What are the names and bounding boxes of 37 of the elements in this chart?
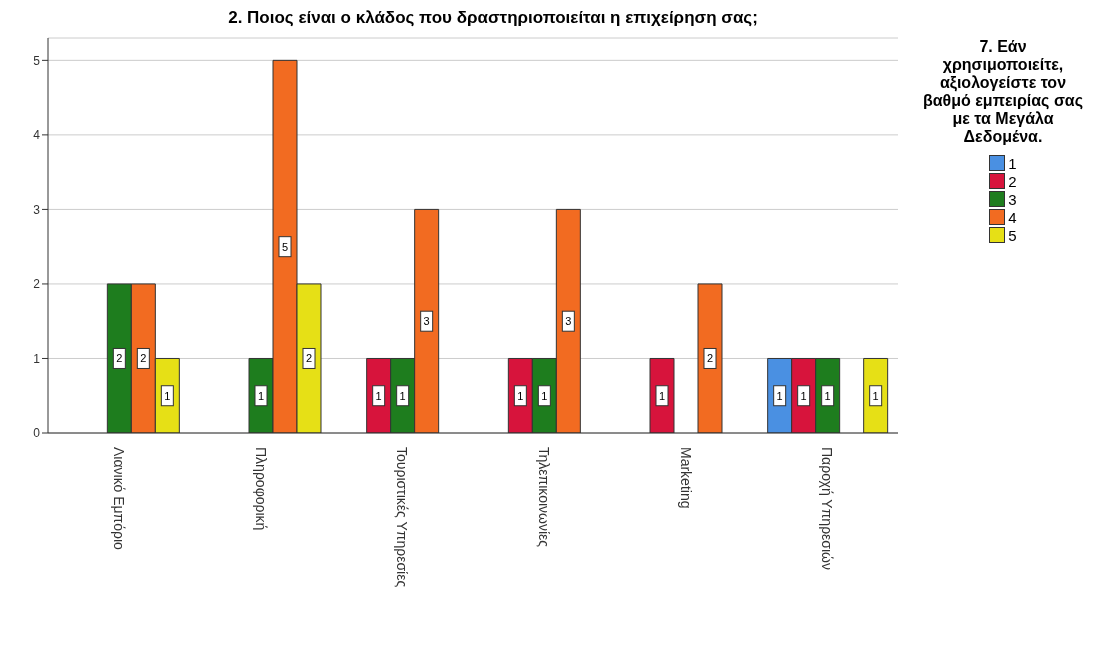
data-label: 1 [257, 389, 265, 402]
data-label: 5 [281, 240, 289, 253]
legend-label: 4 [1008, 208, 1017, 226]
legend-label: 5 [1008, 226, 1017, 244]
y-tick-label: 2 [33, 277, 41, 292]
x-tick-label: Πληροφορική [252, 447, 269, 531]
chart-title: 2. Ποιος είναι ο κλάδος που δραστηριοποιείται η επιχείρηση σας; [227, 8, 759, 28]
data-label: 1 [800, 389, 807, 402]
x-tick-label: Τηλεπικοινωνίες [535, 447, 552, 548]
legend-label: 3 [1008, 190, 1017, 208]
x-tick-label: Marketing [677, 447, 694, 509]
x-tick-label: Τουριστικές Υπηρεσίες [394, 447, 411, 588]
data-label: 1 [517, 389, 524, 402]
data-label: 2 [305, 352, 313, 365]
y-tick-label: 5 [33, 53, 41, 68]
data-label: 1 [164, 389, 171, 402]
data-label: 1 [658, 389, 666, 402]
data-label: 1 [541, 389, 548, 402]
data-label: 1 [375, 389, 382, 402]
legend-label: 1 [1008, 154, 1017, 172]
legend-title: 7. Εάν χρησιμοποιείτε, αξιολογείστε τον βαθμό εμπειρίας σας με τα Μεγάλα Δεδομένα. [922, 38, 1084, 146]
data-label: 1 [399, 389, 406, 402]
data-label: 3 [423, 315, 430, 328]
data-label: 3 [565, 315, 572, 328]
y-tick-label: 0 [33, 426, 41, 441]
data-label: 1 [776, 389, 783, 402]
y-tick-label: 3 [33, 202, 41, 217]
y-tick-label: 4 [33, 128, 41, 143]
data-label: 2 [140, 352, 147, 365]
data-label: 2 [706, 352, 714, 365]
legend-label: 2 [1008, 172, 1017, 190]
data-label: 1 [872, 389, 879, 402]
data-label: 1 [824, 389, 831, 402]
x-tick-label: Παροχή Υπηρεσιών [819, 447, 836, 571]
y-tick-label: 1 [33, 351, 41, 366]
x-tick-label: Λιανικό Εμπόριο [110, 447, 127, 551]
data-label: 2 [116, 352, 123, 365]
